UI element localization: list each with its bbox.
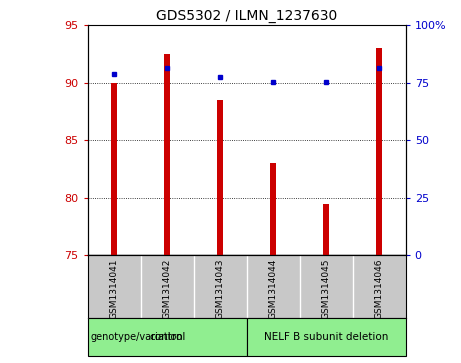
Text: genotype/variation: genotype/variation xyxy=(91,332,183,342)
Bar xyxy=(164,54,170,256)
Bar xyxy=(217,100,223,256)
Text: GSM1314043: GSM1314043 xyxy=(216,258,225,319)
Text: GSM1314044: GSM1314044 xyxy=(269,258,278,319)
Text: GSM1314041: GSM1314041 xyxy=(110,258,118,319)
Bar xyxy=(270,163,276,256)
Text: NELF B subunit deletion: NELF B subunit deletion xyxy=(264,332,388,342)
Bar xyxy=(247,318,406,356)
Bar xyxy=(88,318,247,356)
Text: control: control xyxy=(149,332,185,342)
Bar xyxy=(376,48,382,256)
Text: GSM1314045: GSM1314045 xyxy=(322,258,331,319)
Bar xyxy=(111,83,117,256)
Title: GDS5302 / ILMN_1237630: GDS5302 / ILMN_1237630 xyxy=(156,9,337,23)
Text: GSM1314046: GSM1314046 xyxy=(375,258,384,319)
Text: GSM1314042: GSM1314042 xyxy=(163,258,171,319)
Bar xyxy=(323,204,329,256)
